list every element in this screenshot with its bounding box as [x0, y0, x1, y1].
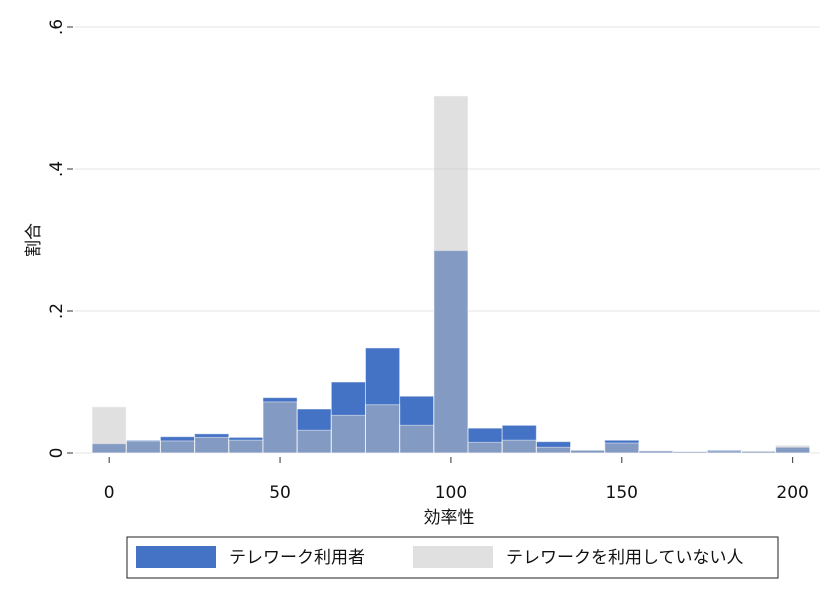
bar — [262, 401, 298, 454]
bar — [330, 414, 366, 454]
bar — [159, 440, 196, 454]
bar — [433, 95, 469, 454]
bar — [125, 440, 161, 454]
x-tick-label: 100 — [435, 483, 467, 503]
bar — [775, 444, 811, 454]
bar — [194, 436, 230, 454]
bar — [399, 424, 435, 454]
legend-swatch — [136, 546, 216, 568]
y-axis-title: 割合 — [24, 223, 44, 257]
y-tick-label: 0 — [47, 448, 67, 459]
bar — [296, 429, 332, 454]
bar — [604, 442, 640, 454]
bar — [706, 450, 742, 454]
x-axis-title: 効率性 — [424, 508, 475, 528]
legend-box — [126, 536, 779, 579]
bar — [364, 404, 401, 454]
x-tick-label: 200 — [776, 483, 808, 503]
bar — [501, 439, 537, 454]
y-tick-label: .2 — [47, 303, 67, 319]
x-tick-label: 50 — [269, 483, 291, 503]
bar — [740, 450, 777, 454]
legend-label: テレワーク利用者 — [229, 548, 365, 568]
legend-label: テレワークを利用していない人 — [506, 548, 744, 568]
bar — [228, 439, 264, 454]
x-tick-label: 150 — [606, 483, 638, 503]
y-tick-label: .6 — [47, 19, 67, 35]
y-tick-label: .4 — [47, 161, 67, 177]
bar — [467, 441, 503, 454]
bar — [570, 449, 606, 454]
legend-swatch — [413, 546, 493, 568]
bar — [535, 446, 572, 454]
bar — [672, 451, 708, 454]
x-tick-label: 0 — [104, 483, 115, 503]
bar — [91, 406, 127, 454]
bar — [638, 450, 674, 454]
